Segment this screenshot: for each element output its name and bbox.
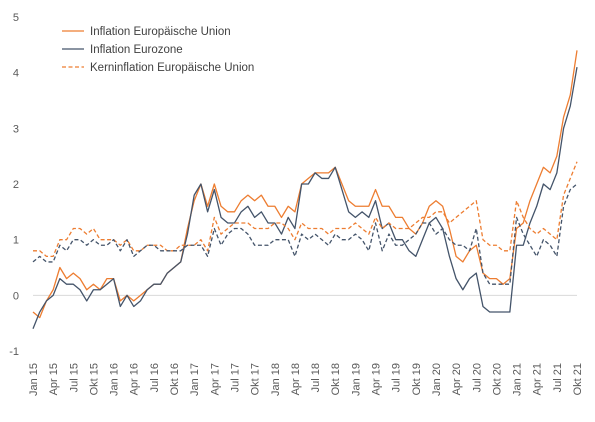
- legend: Inflation Europäische Union Inflation Eur…: [62, 26, 254, 74]
- x-tick-label: Jul 21: [552, 363, 564, 392]
- x-tick-label: Apr 20: [451, 363, 463, 395]
- y-axis: -1 0 1 2 3 4 5: [9, 12, 19, 358]
- x-tick-label: Jan 18: [270, 363, 282, 396]
- x-tick-label: Okt 16: [169, 363, 181, 395]
- series-line-1: [32, 66, 578, 329]
- y-tick-label: 3: [13, 123, 19, 135]
- x-axis: Jan 15 Apr 15 Jul 15 Okt 15 Jan 16 Apr 16 Jul …: [28, 294, 584, 396]
- series-layer: [32, 50, 578, 329]
- series-line-2: [33, 161, 578, 258]
- y-tick-label: 4: [13, 68, 19, 80]
- y-tick-label: 1: [13, 235, 19, 247]
- x-tick-label: Okt 20: [491, 363, 503, 395]
- x-tick-label: Jan 15: [28, 363, 40, 396]
- x-tick-label: Jan 16: [109, 363, 121, 396]
- y-tick-label: 5: [13, 12, 19, 24]
- y-tick-label: -1: [9, 346, 19, 358]
- x-tick-label: Apr 18: [290, 363, 302, 395]
- y-tick-label: 0: [13, 290, 19, 302]
- x-tick-label: Jul 18: [310, 363, 322, 392]
- series-line-3: [32, 183, 578, 285]
- legend-label: Kerninflation Europäische Union: [90, 62, 254, 74]
- legend-label: Inflation Eurozone: [90, 44, 183, 56]
- y-tick-label: 2: [13, 179, 19, 191]
- x-tick-label: Jan 17: [189, 363, 201, 396]
- x-tick-label: Okt 17: [250, 363, 262, 395]
- x-tick-label: Okt 15: [88, 363, 100, 395]
- x-tick-label: Apr 21: [532, 363, 544, 395]
- x-tick-label: Jan 19: [350, 363, 362, 396]
- x-tick-label: Apr 16: [129, 363, 141, 395]
- series-line-0: [32, 50, 578, 319]
- legend-label: Inflation Europäische Union: [90, 26, 231, 38]
- x-tick-label: Apr 19: [371, 363, 383, 395]
- x-tick-label: Jul 19: [391, 363, 403, 392]
- x-tick-label: Jan 21: [512, 363, 524, 396]
- x-tick-label: Apr 17: [209, 363, 221, 395]
- x-tick-label: Jul 20: [471, 363, 483, 392]
- x-tick-label: Okt 18: [330, 363, 342, 395]
- x-tick-label: Jul 17: [229, 363, 241, 392]
- x-tick-label: Okt 19: [411, 363, 423, 395]
- x-tick-label: Jul 16: [149, 363, 161, 392]
- x-tick-label: Jul 15: [68, 363, 80, 392]
- x-tick-label: Apr 15: [48, 363, 60, 395]
- x-tick-label: Jan 20: [431, 363, 443, 396]
- x-tick-label: Okt 21: [572, 363, 584, 395]
